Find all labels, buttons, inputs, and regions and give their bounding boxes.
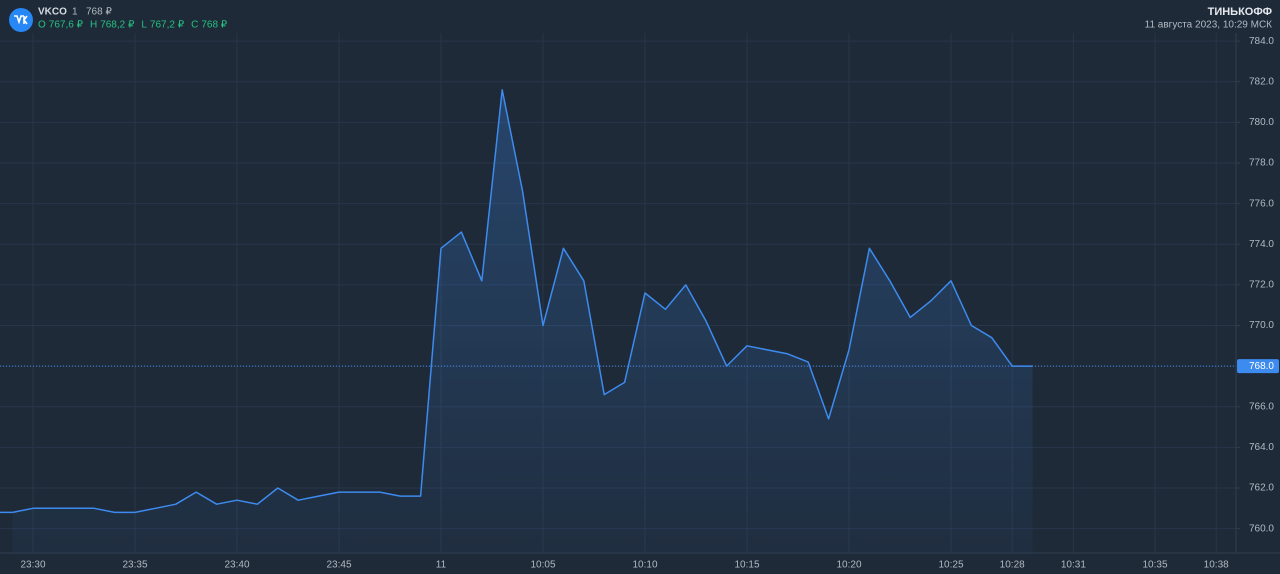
y-tick-label: 778.0 (1249, 158, 1274, 169)
area (12, 89, 1033, 554)
y-tick-label: 780.0 (1249, 117, 1274, 128)
ohlc-key: C (191, 20, 198, 31)
x-tick-label: 10:10 (632, 560, 657, 571)
line (12, 89, 1033, 514)
plot (0, 89, 1236, 554)
y-tick-label: 760.0 (1249, 523, 1274, 534)
x-tick-label: 10:25 (938, 560, 963, 571)
ohlc-value: 767,6 ₽ (49, 20, 84, 31)
x-tick-label: 10:20 (836, 560, 861, 571)
x-tick-label: 23:45 (326, 560, 351, 571)
brand: ТИНЬКОФФ (1208, 6, 1272, 18)
y-tick-label: 782.0 (1249, 76, 1274, 87)
y-tick-label: 762.0 (1249, 483, 1274, 494)
y-tick-label: 772.0 (1249, 280, 1274, 291)
x-tick-label: 11 (436, 560, 447, 571)
price: 768 ₽ (86, 7, 112, 18)
ohlc-value: 767,2 ₽ (150, 20, 185, 31)
ohlc-value: 768,2 ₽ (100, 20, 135, 31)
y-tick-label: 774.0 (1249, 239, 1274, 250)
x-tick-label: 10:15 (734, 560, 759, 571)
y-tick-label: 766.0 (1249, 401, 1274, 412)
x-tick-label: 23:35 (122, 560, 147, 571)
x-tick-label: 10:35 (1142, 560, 1167, 571)
timestamp: 11 августа 2023, 10:29 МСК (1145, 20, 1273, 31)
x-tick-label: 10:05 (530, 560, 555, 571)
ohlc-value: 768 ₽ (201, 20, 227, 31)
last-price-label: 768.0 (1249, 361, 1274, 372)
x-tick-label: 10:38 (1204, 560, 1229, 571)
ohlc-key: H (90, 20, 97, 31)
ticker: VKCO (38, 7, 67, 18)
ohlc: O 767,6 ₽ H 768,2 ₽ L 767,2 ₽ C 768 ₽ (38, 20, 228, 31)
y-tick-label: 770.0 (1249, 320, 1274, 331)
y-tick-label: 764.0 (1249, 442, 1274, 453)
logo (9, 8, 33, 32)
ohlc-key: O (38, 20, 46, 31)
y-tick-label: 776.0 (1249, 198, 1274, 209)
logo-mark (14, 15, 28, 25)
ohlc-key: L (141, 20, 147, 31)
x-tick-label: 23:40 (224, 560, 249, 571)
axes: 760.0 762.0 764.0 766.0 768.0 770.0 772.0 774.0… (20, 36, 1279, 571)
x-tick-label: 23:30 (20, 560, 45, 571)
last-price-box (1237, 359, 1279, 374)
x-tick-label: 10:31 (1061, 560, 1086, 571)
interval: 1 (72, 7, 78, 18)
x-tick-label: 10:28 (1000, 560, 1025, 571)
y-tick-label: 784.0 (1249, 36, 1274, 47)
